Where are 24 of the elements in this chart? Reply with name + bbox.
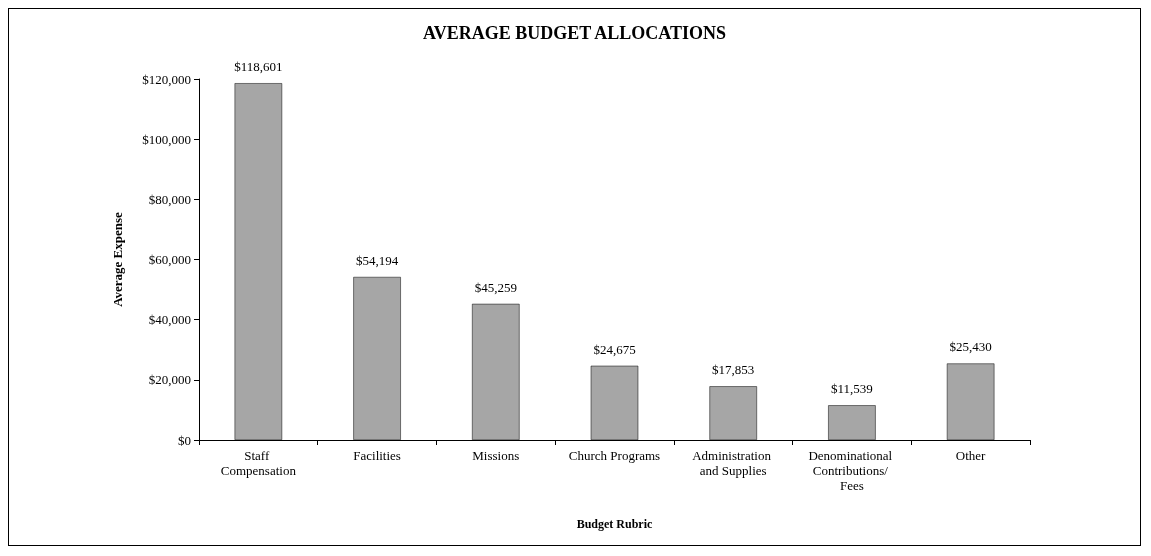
data-label: $25,430 [949,339,992,355]
x-tick-label: Other [955,448,987,463]
y-tick-label: $0 [178,432,191,448]
y-tick-label: $40,000 [148,312,191,328]
x-tick-label: Administration and Supplies [692,448,775,478]
y-tick-label: $120,000 [142,71,191,87]
data-label: $45,259 [474,279,517,295]
chart-title: AVERAGE BUDGET ALLOCATIONS [422,23,727,43]
x-tick-label: Missions [472,448,520,463]
y-axis-title: Average Expense [110,211,125,307]
data-label: $54,194 [355,252,399,268]
y-tick-label: $60,000 [148,252,191,267]
data-label: $17,853 [712,362,755,378]
x-tick-label: Facilities [353,448,401,463]
data-label: $24,675 [593,341,636,357]
y-tick-label: $80,000 [148,191,191,207]
y-tick-label: $100,000 [142,131,191,147]
x-tick-label: Staff Compensation [220,448,297,478]
x-tick-label: Denominational Contributions/ Fees [808,448,896,493]
x-tick-label: Church Programs [568,448,661,463]
y-tick-label: $20,000 [148,372,191,388]
x-axis-title: Budget Rubric [576,517,653,531]
data-label: $118,601 [234,59,283,75]
data-label: $11,539 [831,381,873,397]
